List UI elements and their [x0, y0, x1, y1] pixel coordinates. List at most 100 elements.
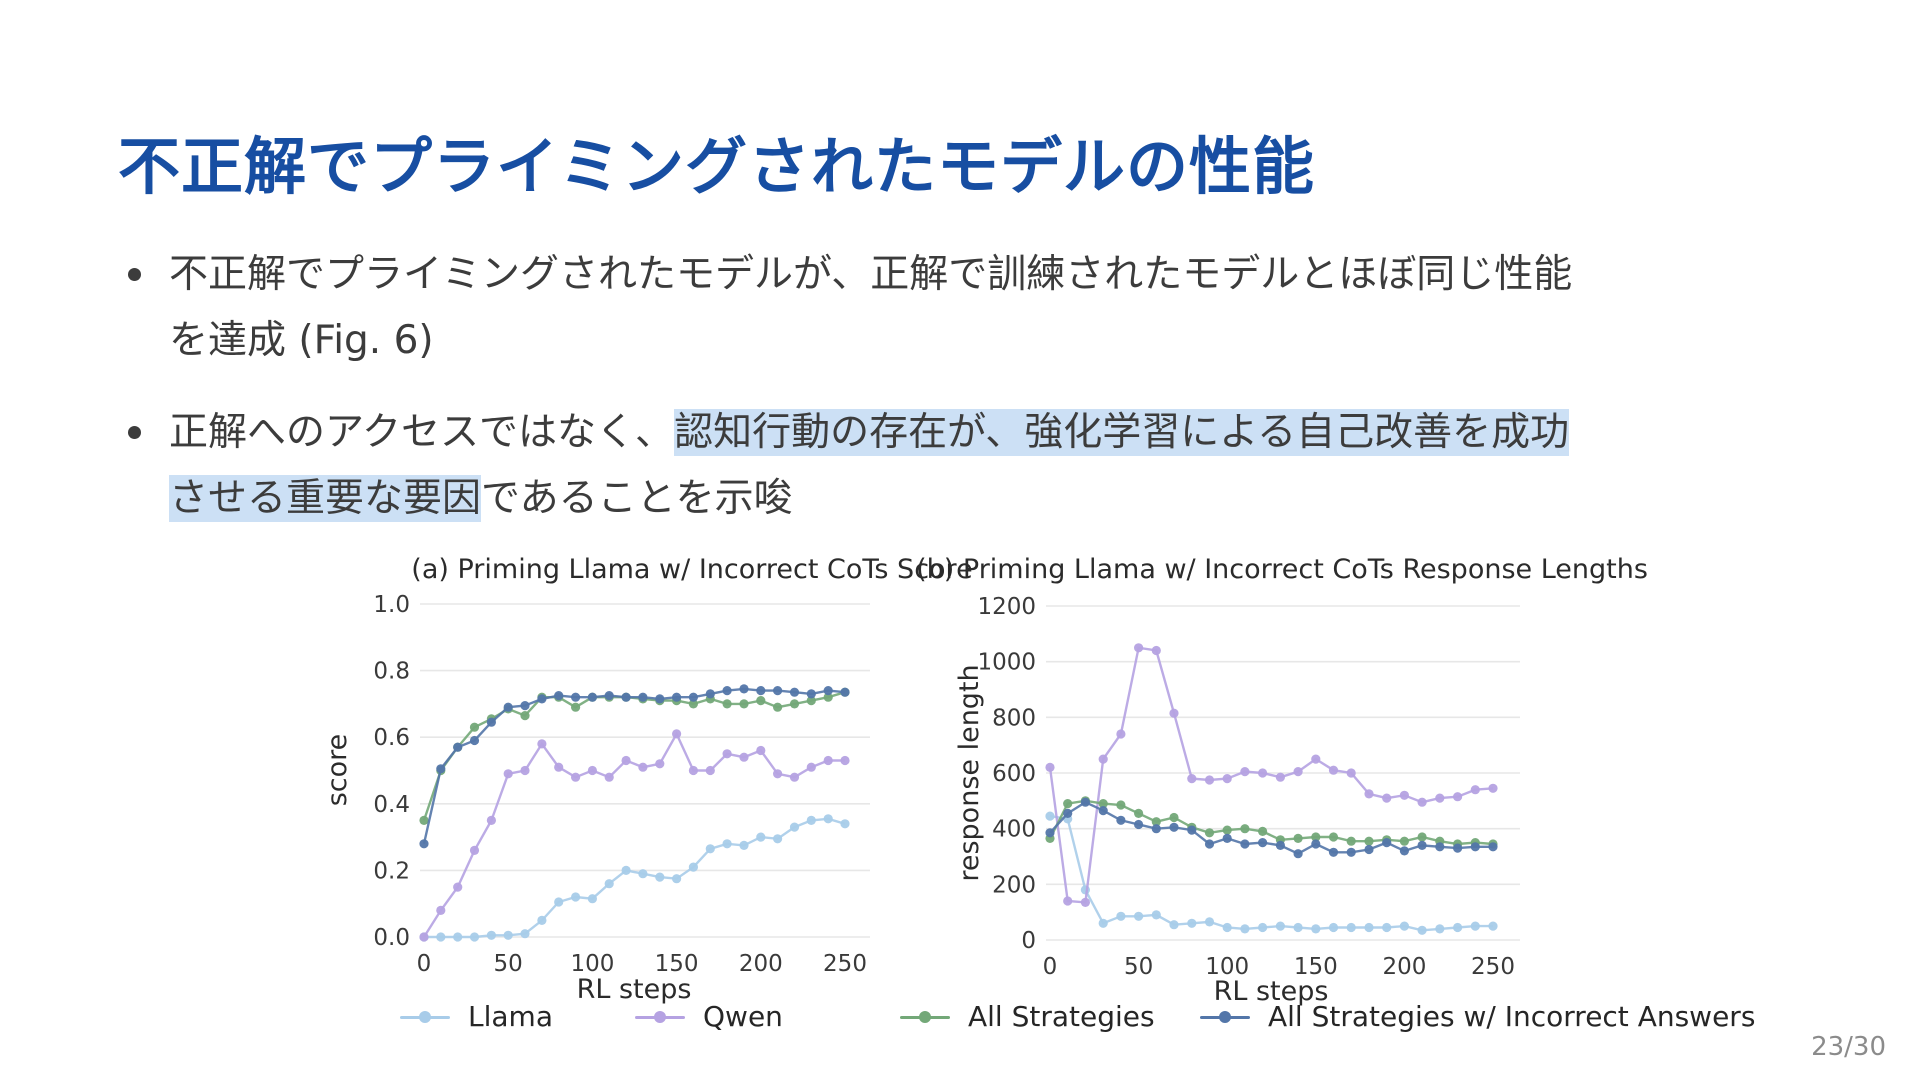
- data-point: [655, 759, 665, 769]
- x-tick-label: 200: [1382, 954, 1426, 980]
- data-point: [1240, 839, 1250, 849]
- data-point: [469, 722, 480, 732]
- page-number: 23/30: [1811, 1032, 1886, 1062]
- data-point: [554, 762, 564, 772]
- data-point: [1258, 922, 1268, 933]
- data-point: [1417, 797, 1427, 807]
- data-point: [520, 765, 530, 776]
- series-line: [1048, 646, 1494, 904]
- data-point: [571, 692, 581, 702]
- data-point: [1134, 808, 1144, 818]
- data-point: [1293, 849, 1303, 859]
- data-point: [1417, 832, 1427, 842]
- data-point: [1328, 847, 1339, 857]
- data-point: [1080, 797, 1090, 807]
- y-tick-label: 1200: [977, 594, 1036, 620]
- data-point: [823, 692, 833, 702]
- data-point: [705, 844, 715, 854]
- data-point: [1364, 836, 1374, 846]
- chart-score: 0.0 0.2 0.4 0.6 0.8 1.0 0 50 100 150 200 250 (a) Pri…: [322, 554, 973, 1005]
- data-point: [1134, 643, 1144, 653]
- text-span: であることを示唆: [481, 476, 793, 521]
- data-point: [773, 769, 783, 779]
- data-point: [655, 694, 665, 704]
- data-point: [773, 834, 783, 844]
- data-point: [1045, 811, 1055, 821]
- data-point: [503, 702, 513, 712]
- data-point: [840, 755, 850, 766]
- data-point: [503, 769, 513, 779]
- data-point: [1328, 832, 1339, 842]
- data-point: [1134, 911, 1144, 921]
- data-point: [1293, 833, 1303, 843]
- data-point: [1470, 785, 1480, 795]
- data-point: [756, 686, 766, 696]
- data-point: [789, 772, 800, 782]
- data-point: [705, 765, 715, 776]
- data-point: [1204, 839, 1215, 849]
- data-point: [638, 869, 648, 879]
- data-point: [1063, 799, 1073, 809]
- series-line: [424, 817, 846, 939]
- x-axis-label: RL steps: [1214, 976, 1329, 1007]
- data-point: [571, 702, 581, 712]
- data-point: [486, 815, 496, 825]
- legend-label: Llama: [468, 1000, 553, 1033]
- series-line: [422, 731, 845, 938]
- data-point: [1311, 924, 1321, 934]
- x-tick-label: 50: [494, 951, 523, 977]
- text-span: を達成 (Fig. 6): [169, 318, 434, 363]
- data-point: [436, 764, 446, 774]
- y-tick-label: 0: [1021, 928, 1036, 954]
- data-point: [1453, 922, 1463, 933]
- data-point: [537, 739, 547, 749]
- data-point: [1346, 922, 1356, 933]
- series-line: [1049, 814, 1493, 932]
- data-point: [722, 839, 732, 849]
- data-point: [1399, 846, 1409, 856]
- data-point: [789, 687, 800, 697]
- data-point: [722, 686, 732, 696]
- data-point: [1488, 921, 1498, 931]
- data-point: [1417, 840, 1427, 850]
- x-tick-label: 250: [823, 951, 867, 977]
- bullet-item: 正解へのアクセスではなく、認知行動の存在が、強化学習による自己改善を成功 させる重…: [128, 400, 1688, 532]
- data-point: [436, 932, 446, 942]
- x-tick-label: 100: [1205, 954, 1249, 980]
- data-point: [1169, 822, 1179, 832]
- data-point: [1098, 806, 1108, 816]
- data-point: [1275, 772, 1285, 782]
- data-point: [587, 894, 597, 904]
- data-point: [688, 692, 698, 702]
- data-point: [1169, 812, 1179, 823]
- data-point: [1275, 921, 1285, 931]
- legend-item: Qwen: [635, 1000, 783, 1033]
- data-point: [604, 691, 614, 701]
- data-point: [621, 755, 631, 766]
- data-point: [520, 711, 530, 721]
- data-point: [1275, 840, 1285, 850]
- data-point: [823, 755, 833, 766]
- data-point: [419, 815, 429, 825]
- data-point: [672, 874, 682, 884]
- data-point: [1204, 917, 1215, 927]
- bullet-text: 正解へのアクセスではなく、認知行動の存在が、強化学習による自己改善を成功 させる重…: [169, 400, 1570, 532]
- data-point: [756, 832, 766, 842]
- data-point: [453, 882, 463, 892]
- data-point: [823, 814, 833, 824]
- data-point: [638, 692, 648, 702]
- data-point: [722, 699, 732, 709]
- data-point: [1453, 792, 1463, 802]
- data-point: [1470, 921, 1480, 931]
- highlight-span: させる重要な要因: [169, 475, 482, 522]
- data-point: [1258, 826, 1268, 836]
- data-point: [688, 699, 698, 709]
- data-point: [1204, 775, 1215, 785]
- data-point: [756, 696, 766, 706]
- y-tick-label: 800: [992, 705, 1036, 731]
- data-point: [739, 699, 749, 709]
- chart-title: (b) Priming Llama w/ Incorrect CoTs Resp…: [916, 554, 1648, 585]
- data-point: [1240, 924, 1250, 934]
- text-span: 不正解でプライミングされたモデルが、正解で訓練されたモデルとほぼ同じ性能: [169, 252, 1573, 297]
- data-point: [705, 689, 715, 699]
